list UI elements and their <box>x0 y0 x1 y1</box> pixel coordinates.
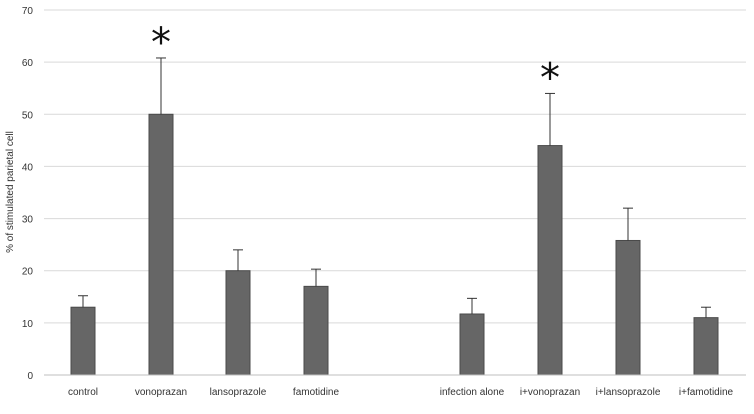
y-tick-label: 0 <box>27 371 33 382</box>
bar <box>148 113 174 376</box>
y-tick-label: 30 <box>22 215 34 226</box>
y-tick-label: 20 <box>22 267 34 278</box>
x-tick-label: control <box>68 387 98 398</box>
x-tick-label: i+vonoprazan <box>520 387 580 398</box>
y-axis-ticks: 0 10 20 30 40 50 60 70 <box>22 6 34 382</box>
x-tick-label: i+famotidine <box>679 387 734 398</box>
bars <box>70 113 719 376</box>
significance-asterisk: * <box>151 20 171 66</box>
y-axis-title: % of stimulated parietal cell <box>5 131 16 253</box>
bar <box>459 313 485 376</box>
y-tick-label: 50 <box>22 110 34 121</box>
bar <box>537 145 563 376</box>
bar <box>615 239 641 376</box>
bar <box>303 285 329 376</box>
x-axis-labels: control vonoprazan lansoprazole famotidine i… <box>68 387 734 398</box>
x-tick-label: i+lansoprazole <box>596 387 661 398</box>
y-tick-label: 70 <box>22 6 34 17</box>
y-tick-label: 40 <box>22 162 34 173</box>
x-tick-label: lansoprazole <box>210 387 267 398</box>
y-tick-label: 60 <box>22 58 34 69</box>
bar <box>225 270 251 376</box>
x-tick-label: famotidine <box>293 387 340 398</box>
y-tick-label: 10 <box>22 319 34 330</box>
x-tick-label: vonoprazan <box>135 387 187 398</box>
significance-markers: ** <box>151 20 560 101</box>
x-tick-label: infection alone <box>440 387 505 398</box>
significance-asterisk: * <box>540 55 560 101</box>
bar <box>693 317 719 376</box>
bar <box>70 306 96 376</box>
error-bars <box>78 57 711 318</box>
